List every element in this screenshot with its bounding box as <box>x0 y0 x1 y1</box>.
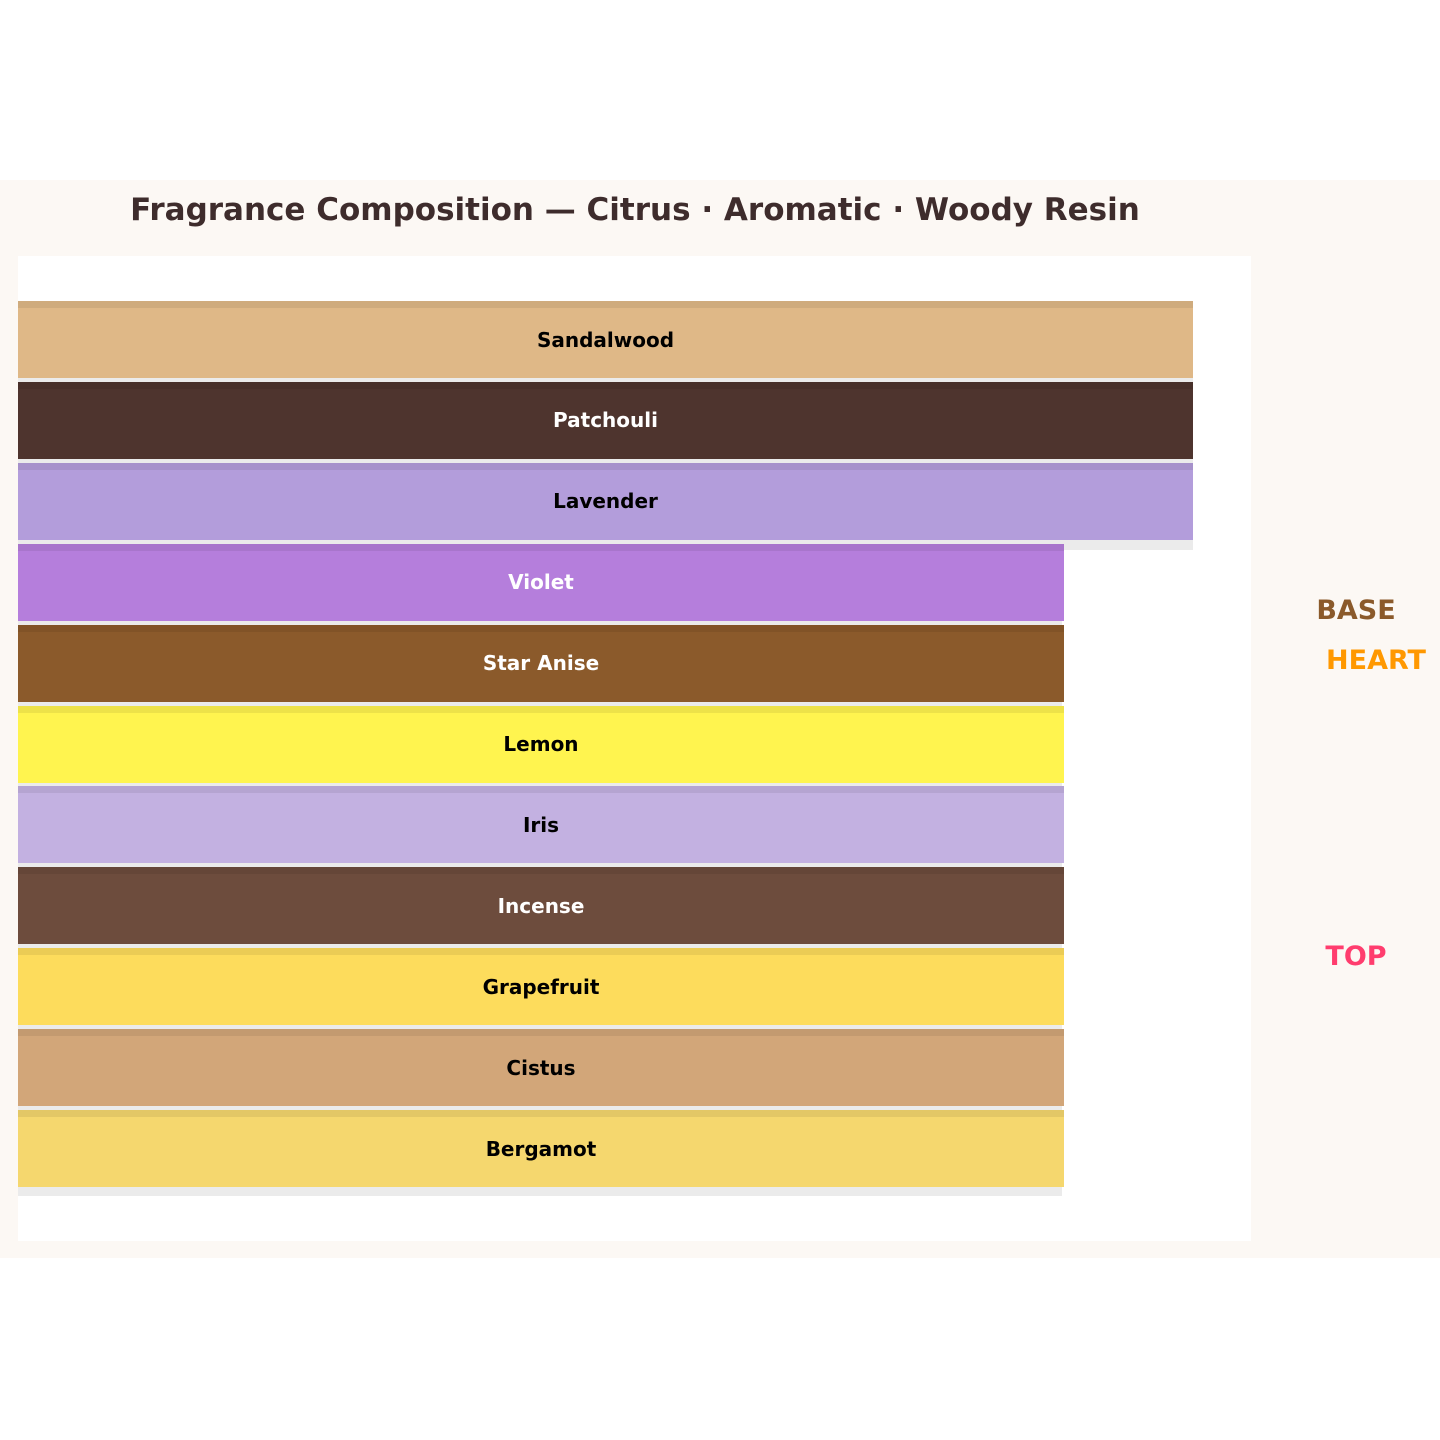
bar-top-strip <box>18 543 1064 551</box>
bar-top-strip <box>18 381 1193 389</box>
note-bar-sandalwood: Sandalwood <box>18 301 1193 378</box>
note-label: Incense <box>497 893 585 918</box>
bar-top-strip <box>18 786 1064 794</box>
note-label: Star Anise <box>482 651 600 676</box>
note-bar-star-anise: Star Anise <box>18 624 1064 702</box>
bar-top-strip <box>18 624 1064 632</box>
note-label: Lemon <box>503 732 579 756</box>
note-label: Lavender <box>553 489 658 514</box>
note-label: Grapefruit <box>482 974 600 999</box>
note-label: Sandalwood <box>536 327 675 352</box>
note-label: Violet <box>508 570 574 595</box>
tier-label-base: BASE <box>1316 595 1396 626</box>
bar-top-strip <box>18 462 1193 470</box>
note-bar-grapefruit: Grapefruit <box>18 948 1064 1026</box>
note-label: Cistus <box>506 1055 576 1080</box>
note-label: Patchouli <box>553 408 658 433</box>
note-bar-violet: Violet <box>18 543 1064 621</box>
bar-top-strip <box>18 1110 1064 1117</box>
tier-label-heart: HEART <box>1326 645 1426 676</box>
bar-top-strip <box>18 301 1193 308</box>
bar-top-strip <box>18 867 1064 875</box>
note-bar-iris: Iris <box>18 786 1064 864</box>
note-bar-cistus: Cistus <box>18 1029 1064 1107</box>
note-bar-lavender: Lavender <box>18 462 1193 540</box>
note-bar-lemon: Lemon <box>18 705 1064 783</box>
bar-top-strip <box>18 948 1064 956</box>
bar-top-strip <box>18 1029 1064 1037</box>
note-bar-patchouli: Patchouli <box>18 381 1193 459</box>
bar-top-strip <box>18 705 1064 713</box>
note-bar-bergamot: Bergamot <box>18 1110 1064 1187</box>
note-label: Bergamot <box>485 1136 597 1161</box>
note-bar-incense: Incense <box>18 867 1064 945</box>
tier-label-top: TOP <box>1325 941 1387 972</box>
note-label: Iris <box>522 812 560 837</box>
chart-title: Fragrance Composition — Citrus · Aromati… <box>130 192 1140 228</box>
